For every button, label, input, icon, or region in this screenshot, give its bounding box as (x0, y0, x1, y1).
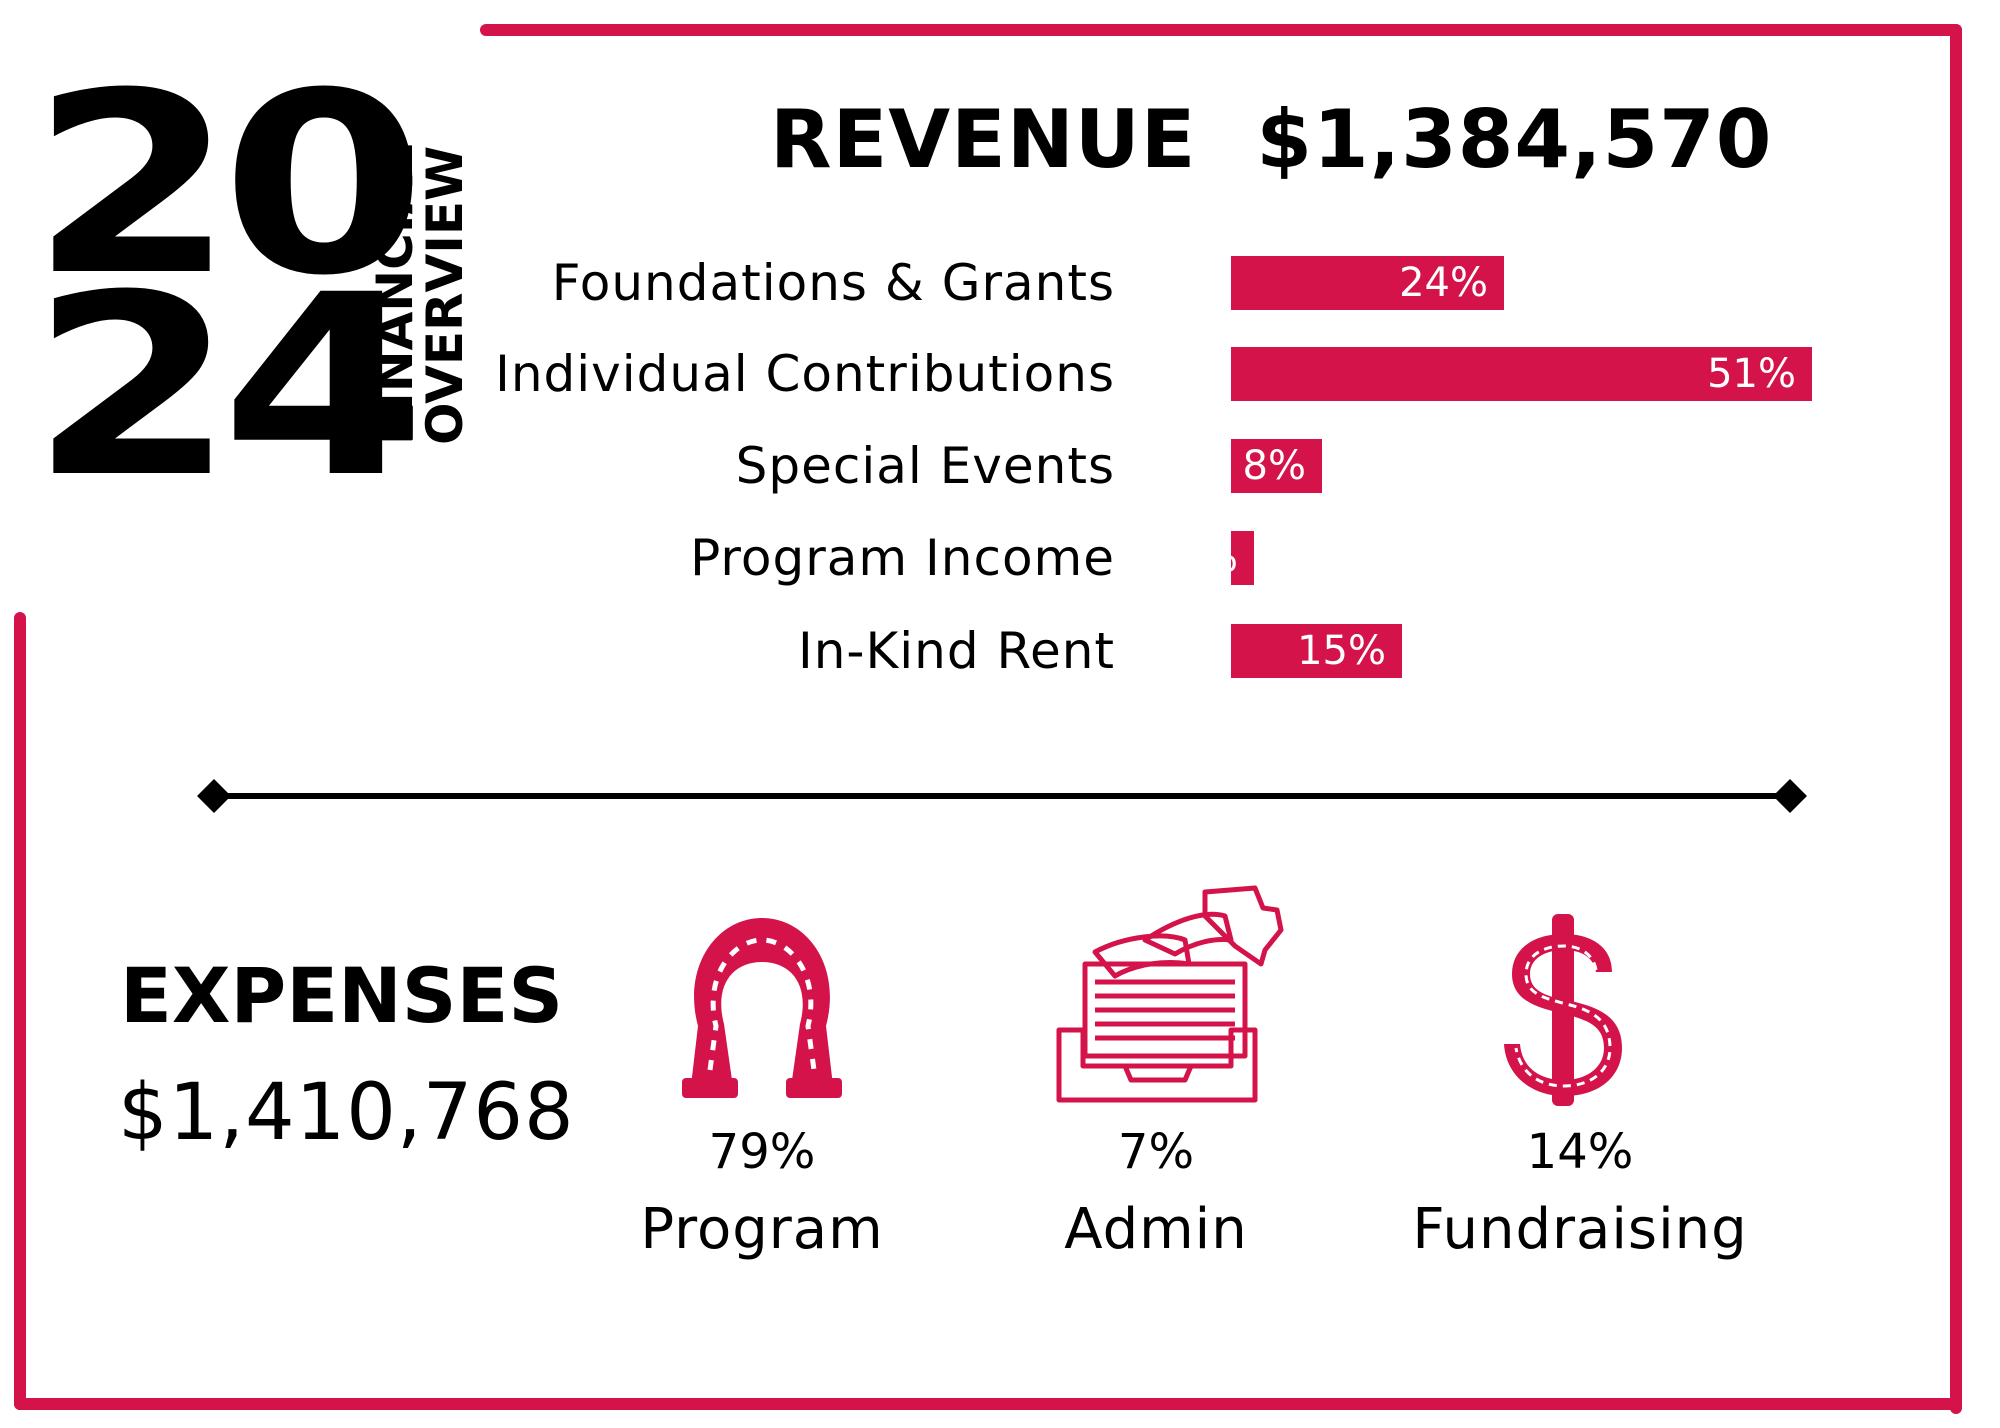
revenue-bar: 8% (1231, 439, 1322, 493)
expenses-label: EXPENSES (120, 951, 564, 1040)
revenue-bar: 51% (1231, 347, 1812, 401)
divider-right-diamond (1773, 779, 1807, 813)
bar-category-label: Special Events (735, 437, 1115, 495)
expense-fundraising-percent: 14% (1526, 1124, 1634, 1180)
revenue-row: In-Kind Rent 15% (0, 621, 1900, 681)
revenue-heading: REVENUE $1,384,570 (770, 100, 1772, 180)
bar-category-label: Foundations & Grants (551, 254, 1115, 312)
revenue-bar: 24% (1231, 256, 1504, 310)
revenue-amount: $1,384,570 (1256, 93, 1773, 186)
section-divider (210, 793, 1790, 799)
bar-value-label: 24% (1399, 260, 1488, 306)
bar-category-label: In-Kind Rent (797, 622, 1115, 680)
year-bottom: 24 (30, 241, 426, 532)
expense-admin-name: Admin (1064, 1197, 1248, 1262)
bar-category-label: Individual Contributions (495, 345, 1115, 403)
divider-left-diamond (197, 779, 231, 813)
revenue-row: Program Income 2% (0, 528, 1900, 588)
frame-top-line (480, 24, 1962, 36)
year-top: 20 (30, 39, 426, 330)
bar-value-label: 2% (1174, 535, 1238, 581)
revenue-bar: 2% (1175, 531, 1254, 585)
revenue-bar: 15% (1231, 624, 1402, 678)
bar-value-label: 51% (1707, 351, 1796, 397)
revenue-row: Special Events 8% (0, 436, 1900, 496)
bar-value-label: 15% (1297, 628, 1386, 674)
horseshoe-icon (682, 918, 842, 1098)
revenue-row: Individual Contributions 51% (0, 344, 1900, 404)
expense-program: 79% Program (582, 1128, 942, 1258)
dollar-sign-icon (1504, 914, 1622, 1106)
frame-bottom-line (14, 1398, 1962, 1410)
expense-fundraising: 14% Fundraising (1400, 1128, 1760, 1258)
frame-right-line (1950, 24, 1962, 1414)
expense-admin-percent: 7% (1117, 1124, 1195, 1180)
expense-admin: 7% Admin (976, 1128, 1336, 1258)
expense-program-percent: 79% (708, 1124, 816, 1180)
bar-category-label: Program Income (690, 529, 1115, 587)
revenue-row: Foundations & Grants 24% (0, 253, 1900, 313)
paper-tray-icon (1056, 885, 1284, 1103)
revenue-label: REVENUE (770, 93, 1197, 186)
bar-value-label: 8% (1242, 443, 1306, 489)
frame-left-line (14, 612, 26, 1410)
expenses-amount: $1,410,768 (118, 1068, 575, 1158)
expense-program-name: Program (640, 1197, 884, 1262)
expense-fundraising-name: Fundraising (1412, 1197, 1748, 1262)
